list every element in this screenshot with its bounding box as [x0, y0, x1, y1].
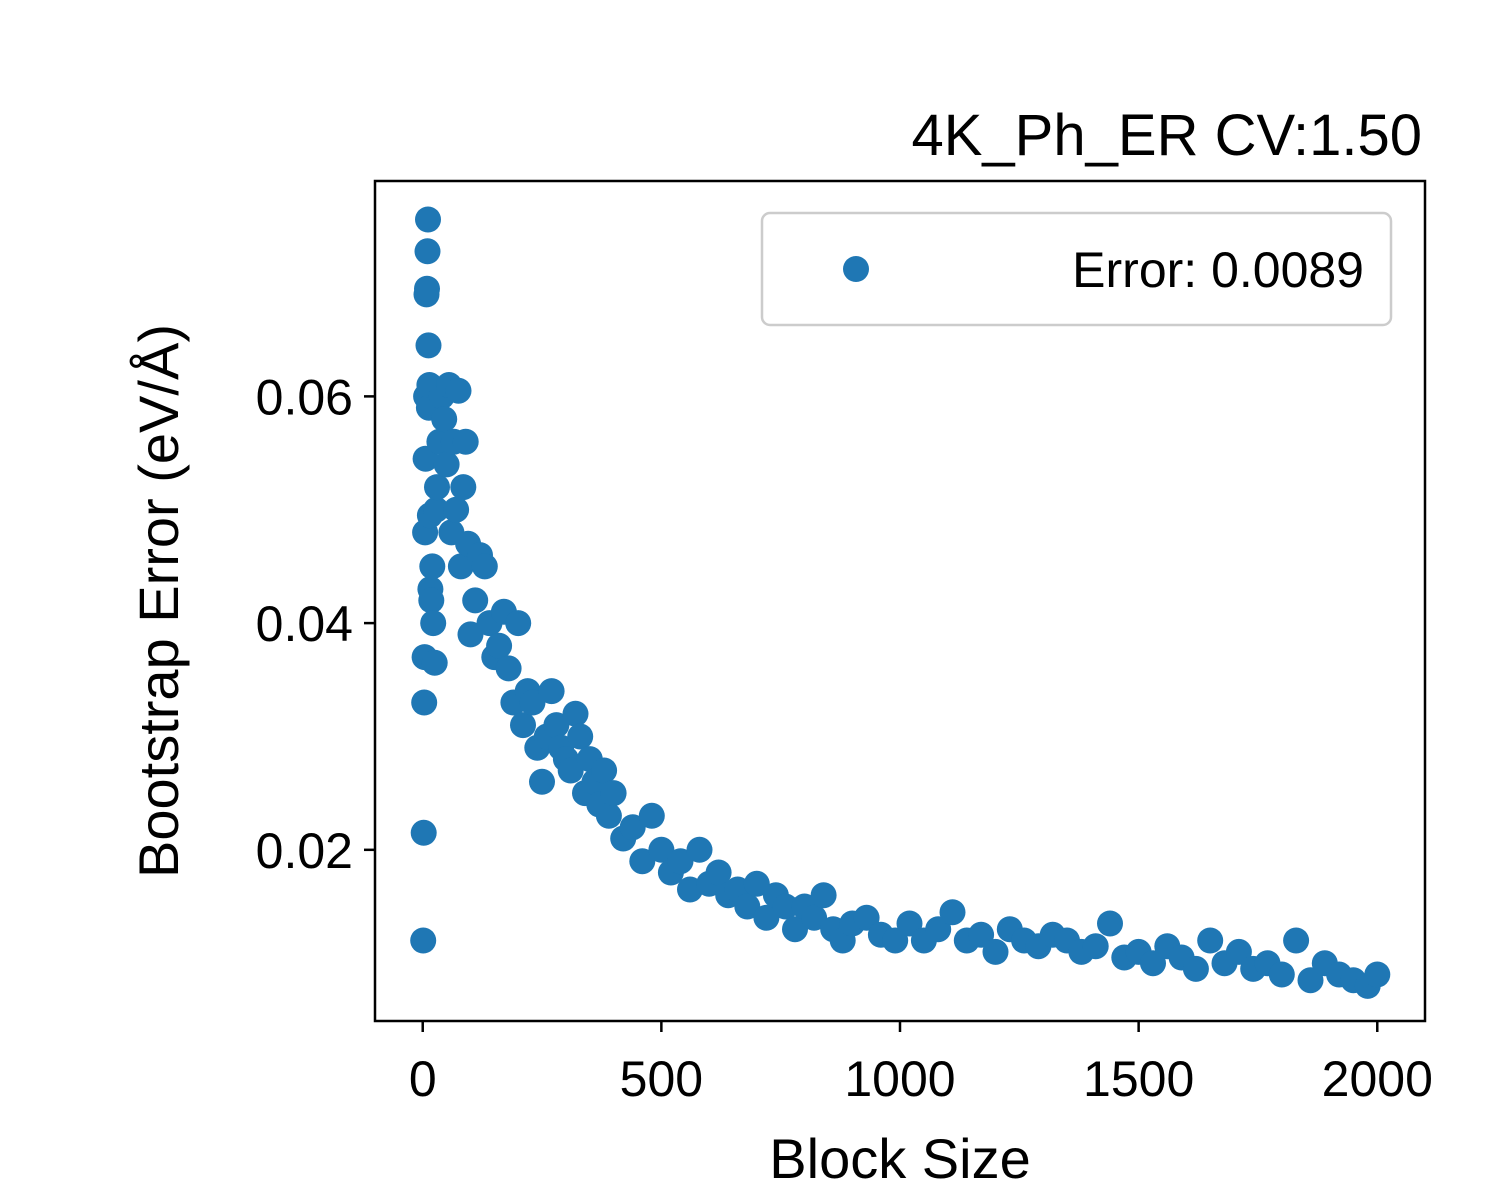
legend-marker — [843, 256, 869, 282]
data-point — [519, 689, 546, 716]
data-point — [1097, 910, 1123, 937]
data-point — [1283, 927, 1310, 954]
data-point — [424, 474, 450, 501]
data-point — [939, 899, 966, 926]
x-tick-label: 1000 — [844, 1051, 955, 1107]
data-point — [419, 553, 446, 580]
data-point — [410, 927, 437, 954]
data-point — [925, 916, 952, 943]
data-point — [629, 848, 656, 875]
data-point — [595, 802, 622, 829]
data-point — [686, 836, 713, 863]
legend-box — [760, 211, 1393, 327]
data-point — [619, 814, 646, 841]
data-point — [495, 655, 522, 682]
data-point — [1364, 961, 1391, 988]
data-point — [1225, 938, 1252, 965]
data-point — [600, 780, 627, 807]
data-point — [421, 649, 448, 676]
data-point — [557, 757, 584, 784]
data-point — [505, 610, 532, 637]
data-point — [562, 700, 589, 727]
data-point — [591, 757, 618, 784]
data-point — [420, 610, 447, 637]
data-point — [538, 678, 565, 705]
data-point — [743, 870, 770, 897]
x-tick-label: 0 — [409, 1051, 437, 1107]
data-point — [410, 819, 437, 846]
data-point — [411, 689, 438, 716]
y-axis: 0.02 0.04 0.06 — [256, 369, 375, 879]
data-point — [431, 406, 458, 433]
data-point — [1082, 933, 1109, 960]
legend: Error: 0.0089 — [760, 211, 1393, 327]
data-point — [1297, 967, 1324, 994]
y-tick-label: 0.06 — [256, 369, 353, 425]
data-point — [1197, 927, 1224, 954]
data-point — [1268, 961, 1295, 988]
chart-title: 4K_Ph_ER CV:1.50 — [911, 103, 1422, 168]
data-point — [415, 332, 442, 359]
data-point — [486, 632, 513, 659]
data-point — [452, 428, 479, 455]
data-point — [801, 904, 828, 931]
data-point — [753, 904, 780, 931]
data-point — [510, 712, 536, 739]
data-point — [772, 893, 799, 920]
data-point — [457, 621, 484, 648]
data-point — [882, 927, 909, 954]
data-point — [450, 474, 477, 501]
y-tick-label: 0.04 — [256, 596, 353, 652]
data-point — [423, 496, 450, 523]
data-point — [896, 910, 923, 937]
data-point — [968, 921, 995, 948]
data-point — [734, 893, 761, 920]
x-tick-label: 1500 — [1083, 1051, 1194, 1107]
data-point — [1182, 955, 1209, 982]
data-point — [414, 238, 441, 265]
data-point — [705, 859, 732, 886]
data-point — [462, 587, 489, 614]
data-point — [415, 206, 441, 233]
x-axis: 0 500 1000 1500 2000 — [409, 1021, 1433, 1107]
data-point — [447, 553, 474, 580]
x-axis-title: Block Size — [769, 1127, 1030, 1190]
data-point — [853, 904, 880, 931]
x-tick-label: 500 — [620, 1051, 703, 1107]
data-point — [648, 836, 675, 863]
data-point — [638, 802, 665, 829]
legend-label: Error: 0.0089 — [1072, 242, 1364, 298]
data-point — [418, 587, 445, 614]
data-point — [567, 723, 594, 750]
data-point — [414, 275, 440, 302]
data-points — [410, 206, 1391, 999]
data-point — [543, 712, 570, 739]
data-point — [443, 496, 470, 523]
y-axis-title: Bootstrap Error (eV/Å) — [127, 324, 190, 878]
data-point — [810, 882, 837, 909]
data-point — [667, 848, 694, 875]
data-point — [445, 377, 472, 404]
data-point — [433, 451, 460, 478]
data-point — [982, 938, 1009, 965]
data-point — [471, 553, 498, 580]
data-point — [782, 916, 808, 943]
x-tick-label: 2000 — [1322, 1051, 1433, 1107]
data-point — [529, 768, 555, 795]
data-point — [1140, 950, 1166, 977]
y-tick-label: 0.02 — [256, 823, 353, 879]
